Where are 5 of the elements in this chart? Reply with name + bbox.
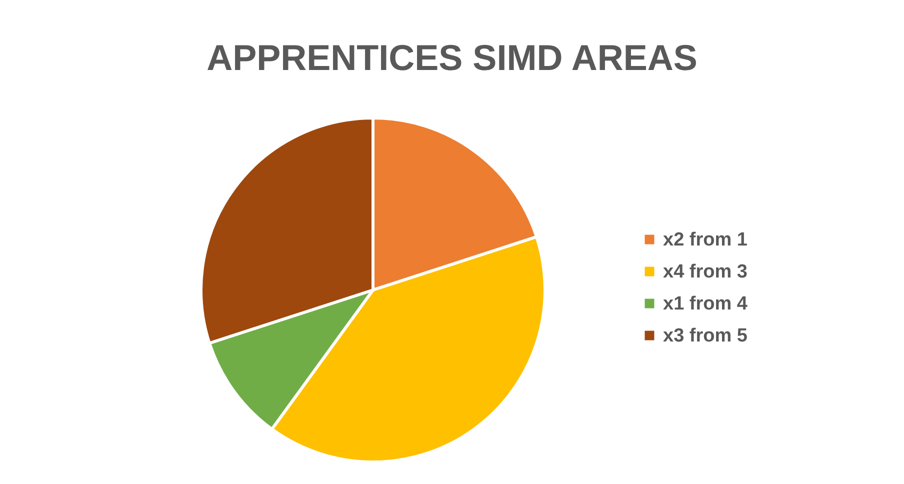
chart-title: APPRENTICES SIMD AREAS	[206, 37, 698, 78]
legend-label: x1 from 4	[663, 294, 748, 314]
legend-label: x4 from 3	[663, 262, 748, 282]
legend-label: x3 from 5	[663, 326, 748, 346]
legend-label: x2 from 1	[663, 230, 748, 250]
